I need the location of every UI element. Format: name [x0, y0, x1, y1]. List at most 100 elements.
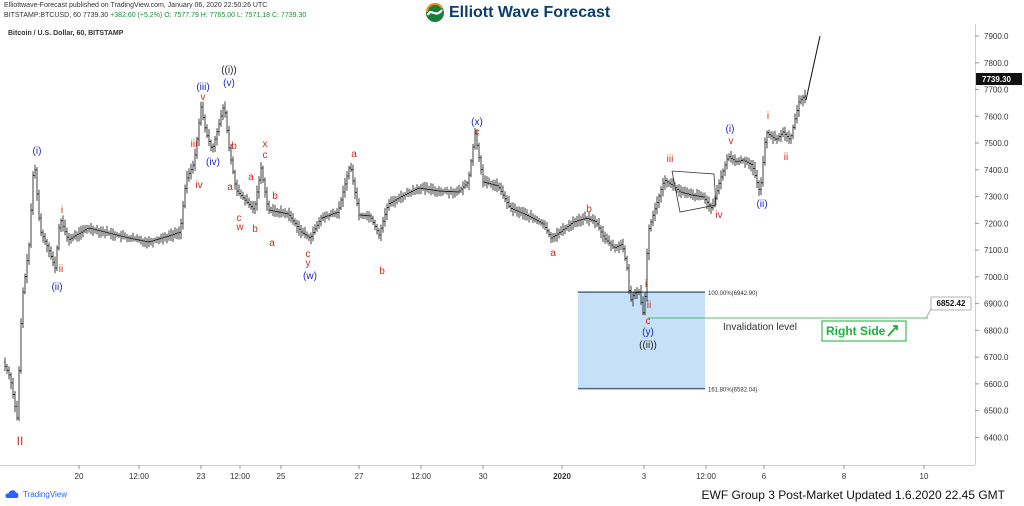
projection-line: [805, 35, 821, 101]
time-tick-label: 27: [355, 472, 364, 481]
price-tick-label: 7600.0: [984, 112, 1009, 121]
ohlc-bar: [166, 233, 168, 244]
ohlc-bar: [206, 124, 208, 138]
ohlc-bar: [104, 229, 106, 239]
wave-label: b: [231, 141, 237, 152]
wave-label: c: [475, 127, 480, 138]
wave-label: i: [767, 111, 769, 122]
ohlc-bar: [12, 377, 14, 399]
ohlc-bar: [612, 239, 614, 250]
wave-label: iii: [667, 154, 674, 165]
ohlc-bar: [740, 155, 742, 164]
last-price-tag-label: 7739.30: [982, 75, 1011, 84]
ohlc-bar: [98, 227, 100, 238]
ohlc-bar: [262, 165, 264, 184]
ohlc-bar: [140, 235, 142, 245]
ohlc-bar: [724, 161, 726, 177]
ohlc-bar: [300, 224, 302, 239]
ohlc-bar: [692, 189, 694, 201]
ohlc-bar: [356, 187, 358, 207]
ohlc-bar: [602, 225, 604, 243]
ohlc-bar: [352, 164, 354, 185]
ohlc-bar: [130, 235, 132, 243]
ohlc-bar: [222, 104, 224, 121]
ohlc-bar: [64, 219, 66, 236]
ohlc-bar: [450, 186, 452, 195]
ohlc-bar: [340, 197, 342, 211]
ohlc-bar: [254, 200, 256, 215]
time-tick-label: 10: [920, 472, 929, 481]
ohlc-bar: [128, 235, 130, 242]
ohlc-bar: [584, 211, 586, 221]
tradingview-logo[interactable]: TradingView: [4, 490, 67, 499]
ohlc-bar: [114, 231, 116, 241]
ohlc-bar: [122, 230, 124, 240]
ohlc-bar: [446, 186, 448, 195]
ohlc-bar: [252, 201, 254, 214]
price-tick-label: 6400.0: [984, 433, 1009, 442]
ohlc-bar: [192, 160, 194, 174]
ohlc-bar: [800, 95, 802, 105]
ohlc-bar: [234, 169, 236, 190]
ohlc-bar: [242, 191, 244, 201]
ohlc-bar: [572, 216, 574, 230]
ohlc-bar: [336, 208, 338, 219]
ohlc-bar: [160, 233, 162, 243]
ohlc-bar: [534, 214, 536, 223]
ohlc-bar: [188, 168, 190, 182]
ohlc-bar: [74, 230, 76, 240]
ohlc-bar: [642, 296, 644, 316]
brand-logo[interactable]: Elliott Wave Forecast: [425, 2, 610, 24]
price-tick-label: 7800.0: [984, 59, 1009, 68]
ohlc-bar: [782, 127, 784, 138]
ohlc-bar: [248, 197, 250, 208]
ohlc-bar: [696, 189, 698, 201]
wave-label: iv: [715, 210, 722, 221]
ohlc-bar: [424, 181, 426, 196]
ohlc-bar: [8, 366, 10, 380]
ohlc-bar: [180, 218, 182, 240]
right-side-box: [821, 320, 907, 342]
ohlc-bar: [116, 231, 118, 238]
ohlc-bar: [232, 156, 234, 175]
ohlc-bar: [634, 289, 636, 300]
wave-label: (x): [471, 117, 483, 128]
price-tick-label: 7300.0: [984, 193, 1009, 202]
ohlc-bar: [152, 238, 154, 248]
time-tick-label: 6: [762, 472, 767, 481]
ohlc-bar: [186, 171, 188, 194]
ohlc-bar: [780, 129, 782, 142]
ohlc-bar: [196, 136, 198, 159]
ohlc-bar: [698, 189, 700, 201]
time-tick-label: 2020: [553, 472, 571, 481]
wave-label: b: [272, 191, 278, 202]
ohlc-bar: [790, 133, 792, 144]
ohlc-bar: [230, 143, 232, 165]
ohlc-bar: [492, 179, 494, 191]
ohlc-bar: [570, 220, 572, 232]
ohlc-bar: [558, 228, 560, 239]
ohlc-bar: [680, 185, 682, 198]
ohlc-bar: [18, 366, 20, 422]
ohlc-bar: [718, 179, 720, 195]
ohlc-bar: [768, 129, 770, 139]
ohlc-bar: [392, 196, 394, 207]
ohlc-bar: [260, 161, 262, 185]
ohlc-bar: [702, 192, 704, 200]
fib-extension-box: [578, 292, 705, 389]
price-tick-label: 6800.0: [984, 326, 1009, 335]
ohlc-bar: [548, 228, 550, 238]
ohlc-bar: [748, 157, 750, 169]
wave-label: iii: [191, 139, 198, 150]
ohlc-bar: [490, 180, 492, 188]
ohlc-bar: [362, 212, 364, 219]
wave-label: ii: [784, 152, 788, 163]
ohlc-bar: [360, 212, 362, 219]
ohlc-bar: [460, 186, 462, 194]
ohlc-bar: [320, 214, 322, 227]
ohlc-bar: [574, 217, 576, 228]
ohlc-bar: [400, 190, 402, 204]
ohlc-bar: [488, 177, 490, 186]
ohlc-bar: [210, 139, 212, 152]
